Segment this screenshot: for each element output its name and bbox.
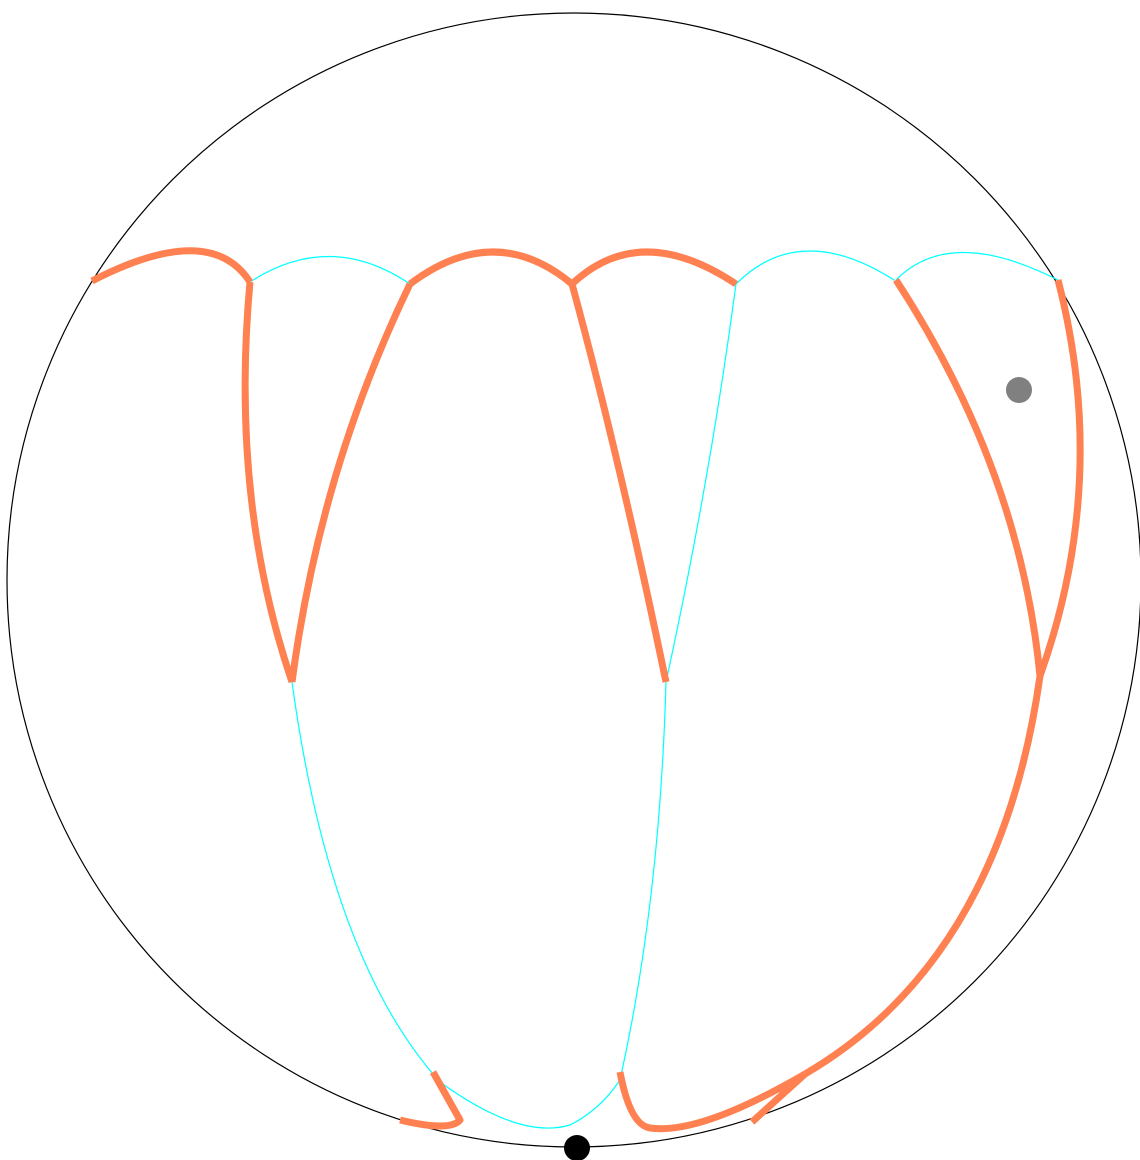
- thin-curve: [735, 250, 895, 285]
- thick-curve: [568, 283, 670, 683]
- thick-curve: [569, 248, 738, 287]
- thin-curve: [249, 255, 411, 285]
- thin-curve: [665, 283, 737, 683]
- thick-curve: [288, 282, 414, 683]
- thin-curves: [249, 250, 1059, 1129]
- gray-marker: [1006, 377, 1032, 403]
- thin-curve: [569, 1079, 621, 1126]
- thick-curves: [90, 247, 1084, 1133]
- thick-curve: [90, 247, 253, 285]
- thick-curve: [803, 675, 1044, 1078]
- thick-curve: [1036, 279, 1084, 678]
- thick-curve: [407, 248, 575, 287]
- thin-curve: [439, 1081, 571, 1129]
- thick-curve: [241, 281, 296, 684]
- boundary-circle: [6, 12, 1140, 1148]
- thick-curve: [616, 1070, 807, 1133]
- thick-curve: [399, 1070, 464, 1130]
- black-marker: [564, 1135, 590, 1160]
- thin-curve: [291, 681, 441, 1083]
- thin-curve: [619, 681, 667, 1081]
- thin-curve: [895, 251, 1059, 281]
- thick-curve: [893, 278, 1044, 677]
